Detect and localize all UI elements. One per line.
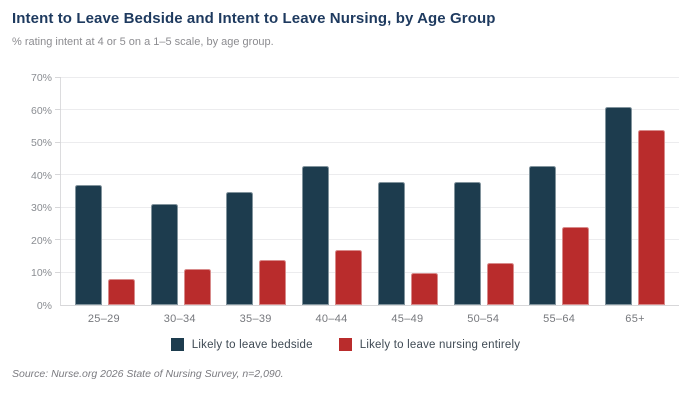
gridline xyxy=(55,109,679,111)
y-axis-label: 40% xyxy=(30,169,52,182)
gridlines xyxy=(55,77,679,305)
bar-nursing xyxy=(183,269,211,305)
bar-nursing xyxy=(335,249,363,305)
bar-group xyxy=(143,78,219,305)
y-axis-label: 10% xyxy=(30,267,52,280)
bar-group xyxy=(294,78,370,305)
gridline xyxy=(55,77,679,78)
gridline xyxy=(55,271,679,273)
legend-swatch-nursing xyxy=(338,338,352,351)
axis-tick xyxy=(55,109,61,111)
legend-label-nursing: Likely to leave nursing entirely xyxy=(359,338,521,351)
axis-tick xyxy=(55,77,61,78)
y-axis-label: 50% xyxy=(30,137,52,150)
bar-bedside xyxy=(605,107,633,305)
bar-bedside xyxy=(150,204,178,305)
x-axis-label: 35–39 xyxy=(239,313,272,325)
bar-nursing xyxy=(562,227,590,305)
legend-item-bedside: Likely to leave bedside xyxy=(170,338,313,351)
bar-groups xyxy=(61,78,679,305)
chart-title: Intent to Leave Bedside and Intent to Le… xyxy=(12,10,496,27)
bar-group xyxy=(446,78,522,305)
bar-group xyxy=(219,78,295,305)
gridline xyxy=(55,239,679,241)
source-note: Source: Nurse.org 2026 State of Nursing … xyxy=(12,368,284,380)
bar-group xyxy=(522,78,598,305)
y-axis-labels: 70% 60% 50% 40% 30% 20% 10% 0% xyxy=(12,72,60,312)
gridline xyxy=(55,174,679,176)
axis-tick xyxy=(55,174,61,176)
axis-tick xyxy=(55,239,61,241)
y-axis-label: 30% xyxy=(30,202,52,215)
bar-bedside xyxy=(377,181,405,305)
bar-bedside xyxy=(302,165,330,305)
legend-label-bedside: Likely to leave bedside xyxy=(191,338,313,351)
bar-bedside xyxy=(453,181,481,305)
chart-subtitle: % rating intent at 4 or 5 on a 1–5 scale… xyxy=(12,36,274,48)
x-axis-label: 50–54 xyxy=(467,313,500,325)
gridline xyxy=(55,141,679,143)
bar-nursing xyxy=(410,272,438,305)
bar-bedside xyxy=(529,165,557,305)
x-axis-label: 30–34 xyxy=(163,313,196,325)
axis-tick xyxy=(55,271,61,273)
plot-area xyxy=(55,77,679,306)
x-axis-labels: 25–29 30–34 35–39 40–44 45–49 50–54 55–64 65+ xyxy=(60,313,679,325)
y-axis-label: 70% xyxy=(30,72,52,84)
bar-nursing xyxy=(638,129,666,305)
legend-item-nursing: Likely to leave nursing entirely xyxy=(338,338,521,351)
x-axis-label: 55–64 xyxy=(543,313,576,325)
y-axis-label: 60% xyxy=(30,104,52,117)
bar-bedside xyxy=(74,185,102,305)
bar-nursing xyxy=(259,259,287,305)
bar-group xyxy=(597,78,673,305)
x-axis-label: 65+ xyxy=(625,313,645,325)
bar-group xyxy=(67,78,143,305)
bar-nursing xyxy=(486,262,514,305)
axis-tick xyxy=(55,206,61,208)
chart-area: 70% 60% 50% 40% 30% 20% 10% 0% xyxy=(12,72,679,312)
legend-swatch-bedside xyxy=(170,338,184,351)
bar-bedside xyxy=(226,191,254,305)
y-axis-label: 0% xyxy=(36,300,52,312)
x-axis-label: 25–29 xyxy=(87,313,120,325)
bar-group xyxy=(370,78,446,305)
legend: Likely to leave bedside Likely to leave … xyxy=(12,338,679,351)
x-axis-label: 45–49 xyxy=(391,313,424,325)
y-axis-label: 20% xyxy=(30,234,52,247)
bar-nursing xyxy=(107,279,135,305)
gridline xyxy=(55,206,679,208)
x-axis-label: 40–44 xyxy=(315,313,348,325)
axis-tick xyxy=(55,141,61,143)
